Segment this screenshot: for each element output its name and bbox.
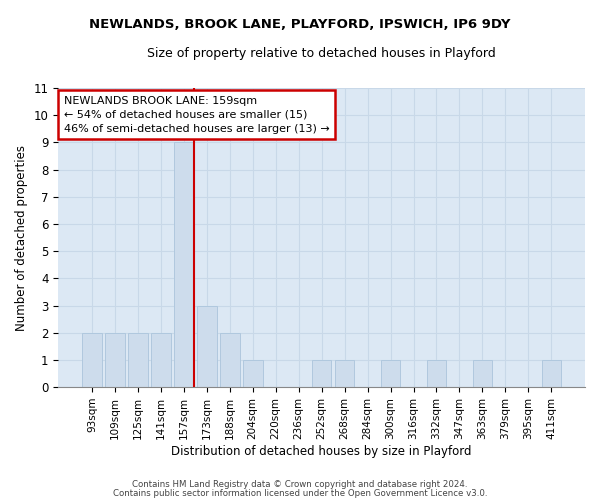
Bar xyxy=(151,332,170,387)
Bar xyxy=(335,360,355,387)
Y-axis label: Number of detached properties: Number of detached properties xyxy=(15,144,28,330)
X-axis label: Distribution of detached houses by size in Playford: Distribution of detached houses by size … xyxy=(172,444,472,458)
Text: Contains HM Land Registry data © Crown copyright and database right 2024.: Contains HM Land Registry data © Crown c… xyxy=(132,480,468,489)
Bar xyxy=(105,332,125,387)
Bar xyxy=(427,360,446,387)
Title: Size of property relative to detached houses in Playford: Size of property relative to detached ho… xyxy=(147,48,496,60)
Bar xyxy=(220,332,239,387)
Text: Contains public sector information licensed under the Open Government Licence v3: Contains public sector information licen… xyxy=(113,488,487,498)
Text: NEWLANDS BROOK LANE: 159sqm
← 54% of detached houses are smaller (15)
46% of sem: NEWLANDS BROOK LANE: 159sqm ← 54% of det… xyxy=(64,96,329,134)
Bar xyxy=(197,306,217,387)
Bar xyxy=(381,360,400,387)
Text: NEWLANDS, BROOK LANE, PLAYFORD, IPSWICH, IP6 9DY: NEWLANDS, BROOK LANE, PLAYFORD, IPSWICH,… xyxy=(89,18,511,30)
Bar xyxy=(82,332,102,387)
Bar xyxy=(542,360,561,387)
Bar xyxy=(174,142,194,387)
Bar xyxy=(312,360,331,387)
Bar xyxy=(128,332,148,387)
Bar xyxy=(243,360,263,387)
Bar xyxy=(473,360,492,387)
